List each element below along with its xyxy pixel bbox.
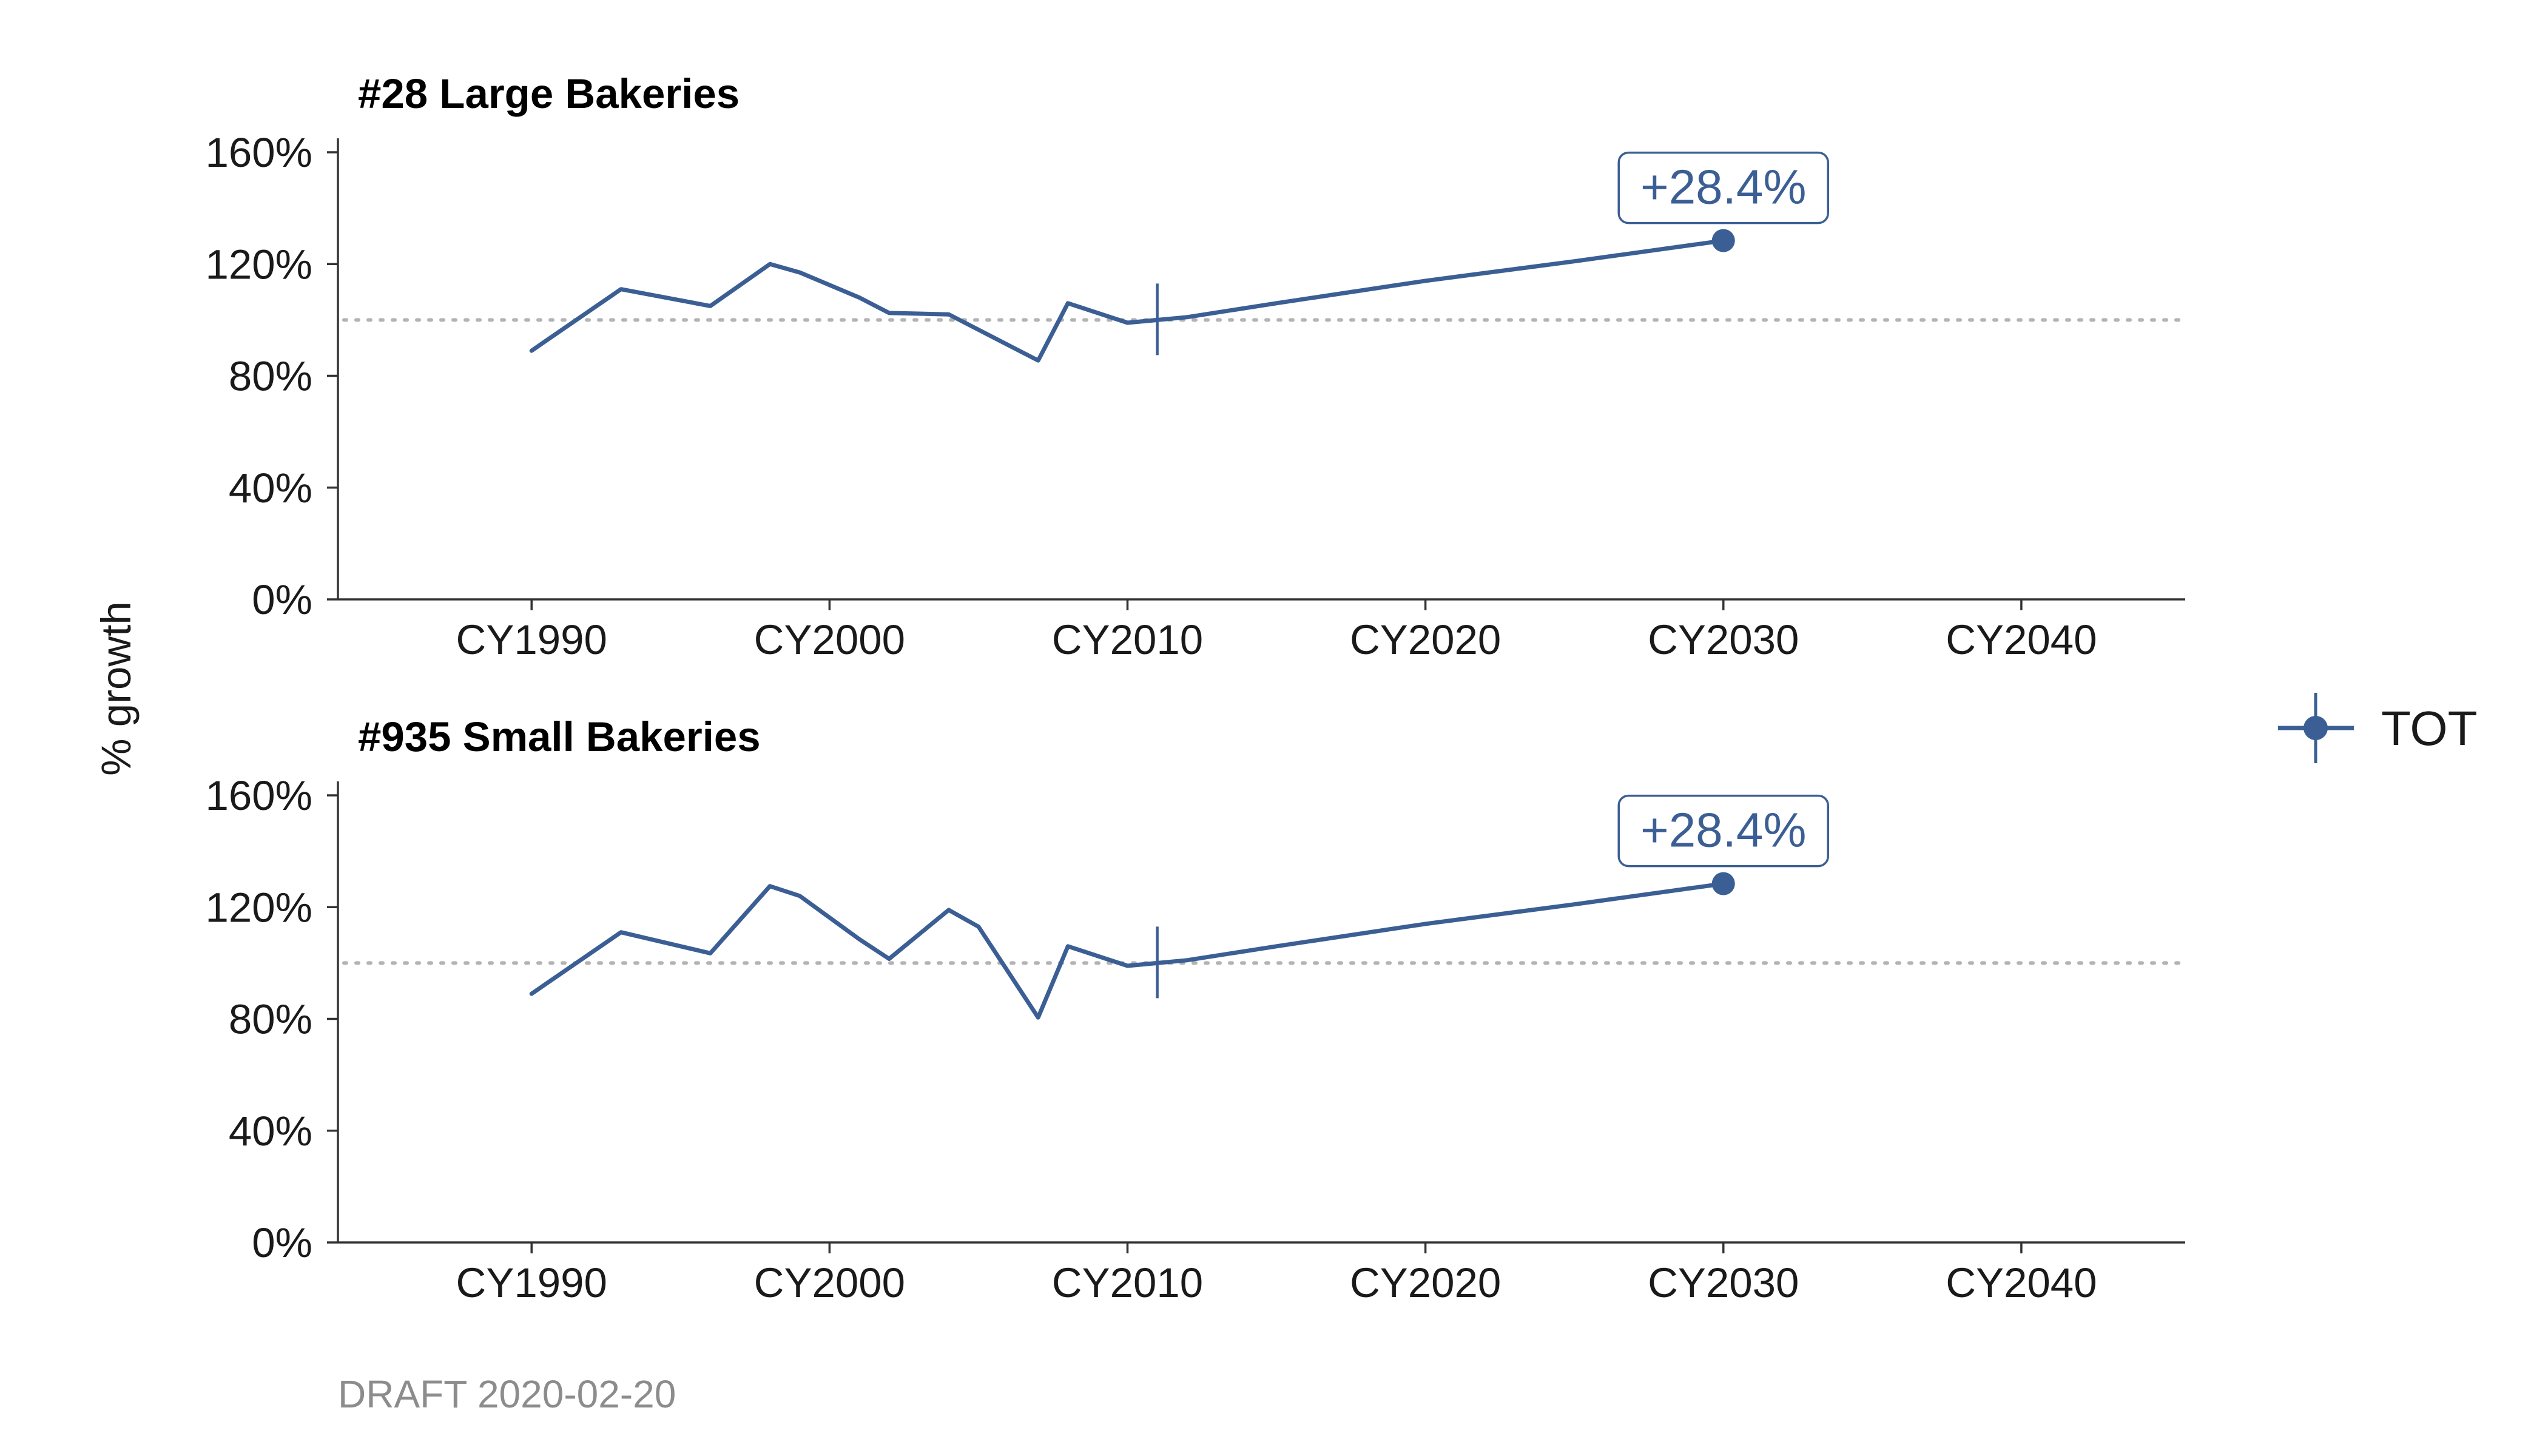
y-tick-label: 80% <box>229 353 312 400</box>
y-tick-label: 40% <box>229 465 312 511</box>
y-tick-label: 80% <box>229 996 312 1043</box>
x-tick-label: CY2020 <box>1350 1259 1501 1306</box>
y-tick-label: 160% <box>206 772 312 819</box>
x-tick-label: CY2020 <box>1350 616 1501 663</box>
x-tick-label: CY2000 <box>754 616 905 663</box>
series-line-tot <box>529 881 1726 1020</box>
annotation-label: +28.4% <box>1640 160 1807 214</box>
x-tick-label: CY2040 <box>1946 1259 2097 1306</box>
legend-point-key <box>2304 716 2328 740</box>
draft-note: DRAFT 2020-02-20 <box>338 1372 676 1416</box>
x-tick-label: CY2000 <box>754 1259 905 1306</box>
series-line-tot <box>529 238 1726 363</box>
y-tick-label: 120% <box>206 241 312 288</box>
panel-title: #28 Large Bakeries <box>358 70 740 117</box>
panel-title: #935 Small Bakeries <box>358 713 761 760</box>
y-tick-label: 0% <box>252 576 312 623</box>
chart-panels: #28 Large Bakeries 0% 40% 80% 120% 160% CY1990… <box>206 70 2187 1306</box>
annotation-label: +28.4% <box>1640 803 1807 857</box>
legend-label: TOT <box>2381 701 2478 755</box>
y-tick-label: 0% <box>252 1219 312 1266</box>
x-tick-label: CY2030 <box>1648 1259 1799 1306</box>
y-tick-label: 40% <box>229 1108 312 1154</box>
end-point <box>1711 872 1735 895</box>
y-tick-label: 160% <box>206 129 312 176</box>
x-tick-label: CY2010 <box>1052 616 1203 663</box>
annotation-box <box>1617 794 1829 868</box>
y-axis-title: % growth <box>93 601 140 776</box>
end-point <box>1711 229 1735 252</box>
annotation-box <box>1617 151 1829 224</box>
chart-panel-1: #28 Large Bakeries 0% 40% 80% 120% 160% CY1990… <box>206 70 2187 663</box>
y-tick-label: 120% <box>206 884 312 931</box>
legend: TOT <box>2278 693 2478 763</box>
chart-panel-2: #935 Small Bakeries 0% 40% 80% 120% 160% CY199… <box>206 713 2187 1306</box>
x-tick-label: CY1990 <box>456 1259 607 1306</box>
x-tick-label: CY1990 <box>456 616 607 663</box>
x-tick-label: CY2040 <box>1946 616 2097 663</box>
x-tick-label: CY2030 <box>1648 616 1799 663</box>
x-tick-label: CY2010 <box>1052 1259 1203 1306</box>
